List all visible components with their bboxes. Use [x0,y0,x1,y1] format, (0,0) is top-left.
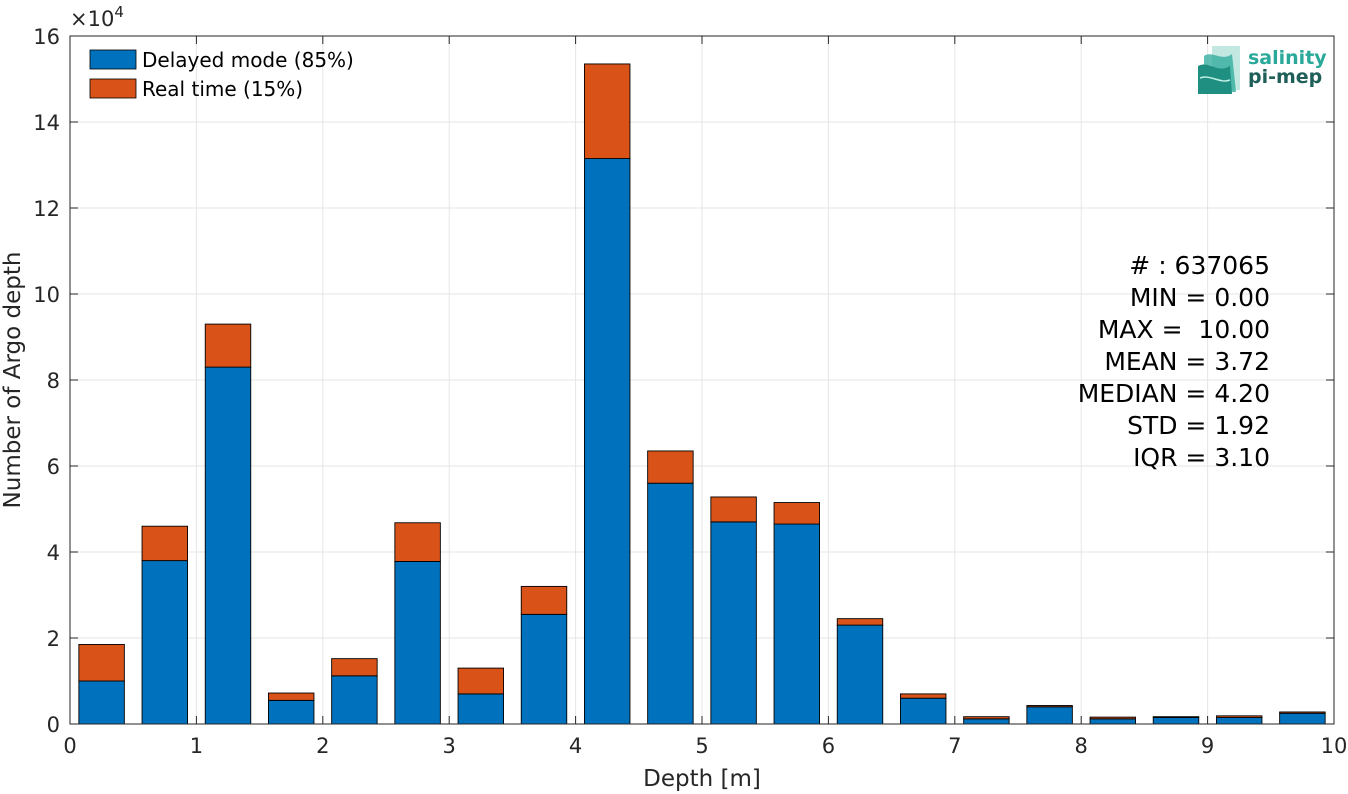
x-tick-label: 9 [1201,734,1214,758]
stat-iqr: IQR = 3.10 [1133,443,1270,472]
bar-real-time [963,716,1010,720]
bar-real-time [1026,705,1073,708]
salinity-pimep-logo: salinity pi-mep [1198,46,1327,94]
x-tick-label: 5 [695,734,708,758]
bar-real-time [773,502,821,525]
salinity-wave-logo-icon [1198,46,1240,94]
y-exponent-label: ×104 [70,3,124,31]
y-tick-label: 14 [33,111,60,135]
legend-swatch-delayed [89,49,137,70]
stats-annotation: # : 637065 MIN = 0.00 MAX = 10.00 MEAN =… [1078,251,1270,472]
x-tick-label: 4 [569,734,582,758]
x-tick-label: 10 [1321,734,1348,758]
bar-real-time [267,692,315,701]
bar-delayed-mode [267,699,315,725]
x-tick-label: 1 [190,734,203,758]
bar-real-time [141,525,189,562]
bar-real-time [331,658,378,677]
bar-real-time [583,63,631,159]
bar-delayed-mode [899,697,947,725]
legend-label-delayed: Delayed mode (85%) [142,48,354,72]
x-axis-label: Depth [m] [643,766,761,792]
bar-delayed-mode [1152,717,1200,725]
legend-label-realtime: Real time (15%) [142,77,303,101]
bar-delayed-mode [710,521,757,725]
bar-delayed-mode [204,366,252,725]
y-tick-label: 2 [47,627,60,651]
bar-delayed-mode [331,675,378,725]
bar-real-time [1089,716,1137,720]
stat-mean: MEAN = 3.72 [1104,347,1270,376]
bar-real-time [647,450,694,484]
x-tick-label: 8 [1075,734,1088,758]
x-tick-label: 6 [822,734,835,758]
axis-ticks [69,35,1335,725]
bar-real-time [1279,711,1326,714]
bar-real-time [899,693,947,699]
stat-std: STD = 1.92 [1127,411,1270,440]
y-tick-label: 4 [47,541,60,565]
y-tick-label: 12 [33,197,60,221]
bar-delayed-mode [773,523,821,725]
x-tick-label: 2 [316,734,329,758]
bar-real-time [836,618,884,626]
logo-line-2: pi-mep [1248,66,1322,88]
stat-min: MIN = 0.00 [1130,283,1270,312]
x-tick-label: 0 [63,734,76,758]
bar-delayed-mode [457,693,505,725]
bar-delayed-mode [1026,706,1073,725]
logo-line-1: salinity [1248,47,1327,69]
x-tick-label: 3 [443,734,456,758]
legend: Delayed mode (85%) Real time (15%) [89,48,354,101]
bar-delayed-mode [963,718,1010,725]
bar-real-time [1152,716,1200,719]
bar-delayed-mode [647,482,694,725]
bar-delayed-mode [583,158,631,725]
bars-group [78,63,1326,725]
bar-real-time [710,496,757,523]
y-tick-label: 6 [47,455,60,479]
bar-real-time [520,585,568,615]
bar-real-time [1215,715,1263,719]
bar-real-time [204,323,252,368]
y-tick-label: 0 [47,713,60,737]
bar-real-time [394,522,441,562]
stat-max: MAX = 10.00 [1098,315,1270,344]
bar-delayed-mode [520,613,568,725]
y-tick-label: 10 [33,283,60,307]
bar-real-time [457,667,505,695]
legend-swatch-realtime [89,78,137,99]
bar-delayed-mode [1089,718,1137,725]
x-tick-label: 7 [948,734,961,758]
stat-count: # : 637065 [1129,251,1270,280]
y-tick-label: 8 [47,369,60,393]
bar-delayed-mode [1215,717,1263,725]
bar-delayed-mode [836,624,884,725]
y-axis-label: Number of Argo depth [0,252,26,509]
bar-delayed-mode [141,560,189,725]
y-tick-labels: 0 2 4 6 8 10 12 14 16 [33,25,60,737]
x-tick-labels: 0 1 2 3 4 5 6 7 8 9 10 [63,734,1347,758]
bar-real-time [78,644,125,682]
stat-median: MEDIAN = 4.20 [1078,379,1270,408]
y-tick-label: 16 [33,25,60,49]
bar-delayed-mode [1279,712,1326,725]
bar-delayed-mode [78,680,125,725]
bar-delayed-mode [394,561,441,725]
